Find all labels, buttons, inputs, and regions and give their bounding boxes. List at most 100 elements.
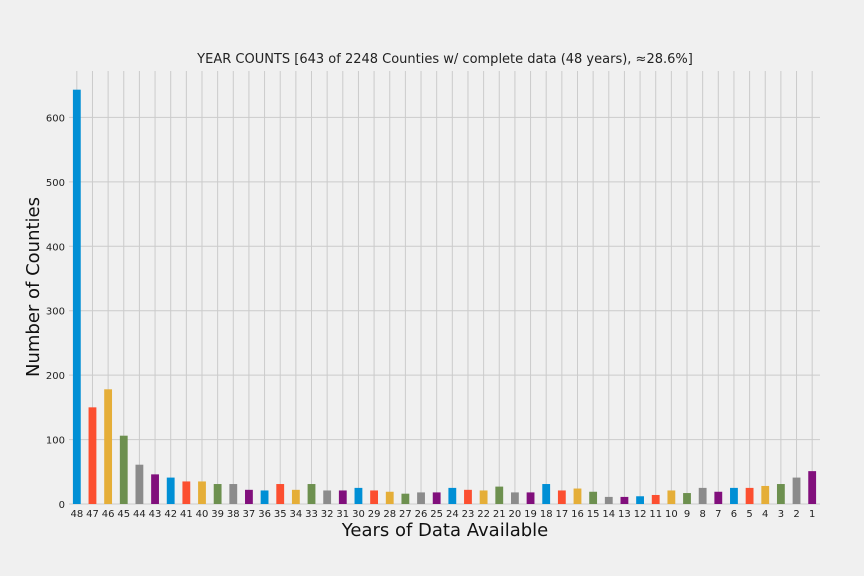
x-tick-label: 5 xyxy=(746,509,752,520)
bar-38 xyxy=(229,484,238,504)
bar-21 xyxy=(495,486,504,504)
x-tick-label: 17 xyxy=(555,509,568,520)
bar-35 xyxy=(276,484,285,504)
x-tick-label: 24 xyxy=(446,509,459,520)
bar-28 xyxy=(385,491,394,504)
x-tick-label: 44 xyxy=(133,509,146,520)
x-tick-label: 47 xyxy=(86,509,99,520)
bar-46 xyxy=(104,389,113,504)
x-tick-label: 42 xyxy=(164,509,177,520)
y-tick-label: 200 xyxy=(46,371,65,382)
x-tick-label: 14 xyxy=(602,509,615,520)
bar-29 xyxy=(370,490,379,504)
bar-45 xyxy=(119,435,128,504)
x-tick-label: 40 xyxy=(196,509,209,520)
x-tick-label: 1 xyxy=(809,509,815,520)
x-tick-label: 36 xyxy=(258,509,271,520)
bar-37 xyxy=(245,489,253,504)
bar-14 xyxy=(604,496,613,504)
bar-17 xyxy=(557,490,566,504)
x-tick-label: 12 xyxy=(634,509,647,520)
x-tick-label: 29 xyxy=(368,509,381,520)
x-tick-label: 45 xyxy=(117,509,130,520)
x-tick-label: 4 xyxy=(762,509,768,520)
bar-42 xyxy=(166,477,175,504)
x-tick-label: 43 xyxy=(149,509,162,520)
bar-20 xyxy=(510,492,519,504)
x-tick-label: 10 xyxy=(665,509,678,520)
bar-40 xyxy=(198,481,206,504)
x-tick-label: 34 xyxy=(289,509,302,520)
x-tick-label: 27 xyxy=(399,509,412,520)
bar-9 xyxy=(683,493,691,504)
bar-48 xyxy=(72,89,81,505)
bar-5 xyxy=(745,487,754,504)
y-tick-label: 100 xyxy=(46,436,65,447)
x-tick-label: 35 xyxy=(274,509,287,520)
bar-30 xyxy=(354,487,363,504)
bar-26 xyxy=(417,492,425,504)
x-tick-label: 33 xyxy=(305,509,318,520)
y-tick-labels: 0 100 200 300 400 500 600 xyxy=(46,113,65,511)
bar-6 xyxy=(730,487,738,504)
y-tick-label: 500 xyxy=(46,178,65,189)
bar-10 xyxy=(667,490,676,504)
x-tick-label: 16 xyxy=(571,509,584,520)
bar-43 xyxy=(151,474,159,504)
x-tick-label: 38 xyxy=(227,509,240,520)
bar-44 xyxy=(135,464,144,504)
x-tick-label: 9 xyxy=(684,509,690,520)
x-tick-label: 39 xyxy=(211,509,224,520)
x-tick-label: 30 xyxy=(352,509,365,520)
x-tick-label: 46 xyxy=(102,509,115,520)
chart-title: YEAR COUNTS [643 of 2248 Counties w/ com… xyxy=(196,52,693,67)
x-tick-label: 37 xyxy=(243,509,256,520)
bar-19 xyxy=(526,492,535,504)
bar-24 xyxy=(448,487,457,504)
bar-13 xyxy=(620,496,629,504)
y-tick-label: 300 xyxy=(46,307,65,318)
x-tick-label: 6 xyxy=(731,509,737,520)
bar-11 xyxy=(651,494,660,504)
y-tick-label: 600 xyxy=(46,113,65,124)
grid-layer xyxy=(69,71,820,505)
x-tick-label: 41 xyxy=(180,509,193,520)
bar-15 xyxy=(589,491,598,504)
x-tick-label: 26 xyxy=(415,509,428,520)
bar-34 xyxy=(291,489,300,504)
bar-7 xyxy=(714,491,723,504)
x-tick-label: 18 xyxy=(540,509,553,520)
x-tick-label: 8 xyxy=(699,509,705,520)
bar-27 xyxy=(401,493,410,504)
x-tick-label: 28 xyxy=(383,509,396,520)
bar-1 xyxy=(808,471,817,504)
x-tick-label: 22 xyxy=(477,509,490,520)
bar-3 xyxy=(776,484,785,504)
x-tick-label: 11 xyxy=(649,509,662,520)
y-axis-label: Number of Counties xyxy=(23,197,44,377)
bar-36 xyxy=(260,490,269,504)
x-axis-label: Years of Data Available xyxy=(341,520,548,541)
y-tick-label: 0 xyxy=(59,500,65,511)
bar-31 xyxy=(338,490,347,504)
x-tick-label: 23 xyxy=(462,509,475,520)
bar-32 xyxy=(323,490,332,504)
x-tick-label: 19 xyxy=(524,509,537,520)
x-tick-label: 48 xyxy=(70,509,83,520)
bar-16 xyxy=(573,488,582,504)
x-tick-label: 25 xyxy=(430,509,443,520)
bar-layer xyxy=(72,89,817,505)
x-tick-labels: 48 47 46 45 44 43 42 41 40 39 38 37 36 35 34 33 32 31 30 29… xyxy=(70,509,815,520)
bar-39 xyxy=(213,484,222,504)
x-tick-label: 32 xyxy=(321,509,334,520)
bar-12 xyxy=(636,496,644,504)
bar-18 xyxy=(542,484,551,504)
x-tick-label: 2 xyxy=(793,509,799,520)
bar-23 xyxy=(464,489,472,504)
bar-22 xyxy=(479,490,488,504)
x-tick-label: 31 xyxy=(336,509,349,520)
y-tick-label: 400 xyxy=(46,242,65,253)
bar-41 xyxy=(182,481,191,504)
x-tick-label: 7 xyxy=(715,509,721,520)
